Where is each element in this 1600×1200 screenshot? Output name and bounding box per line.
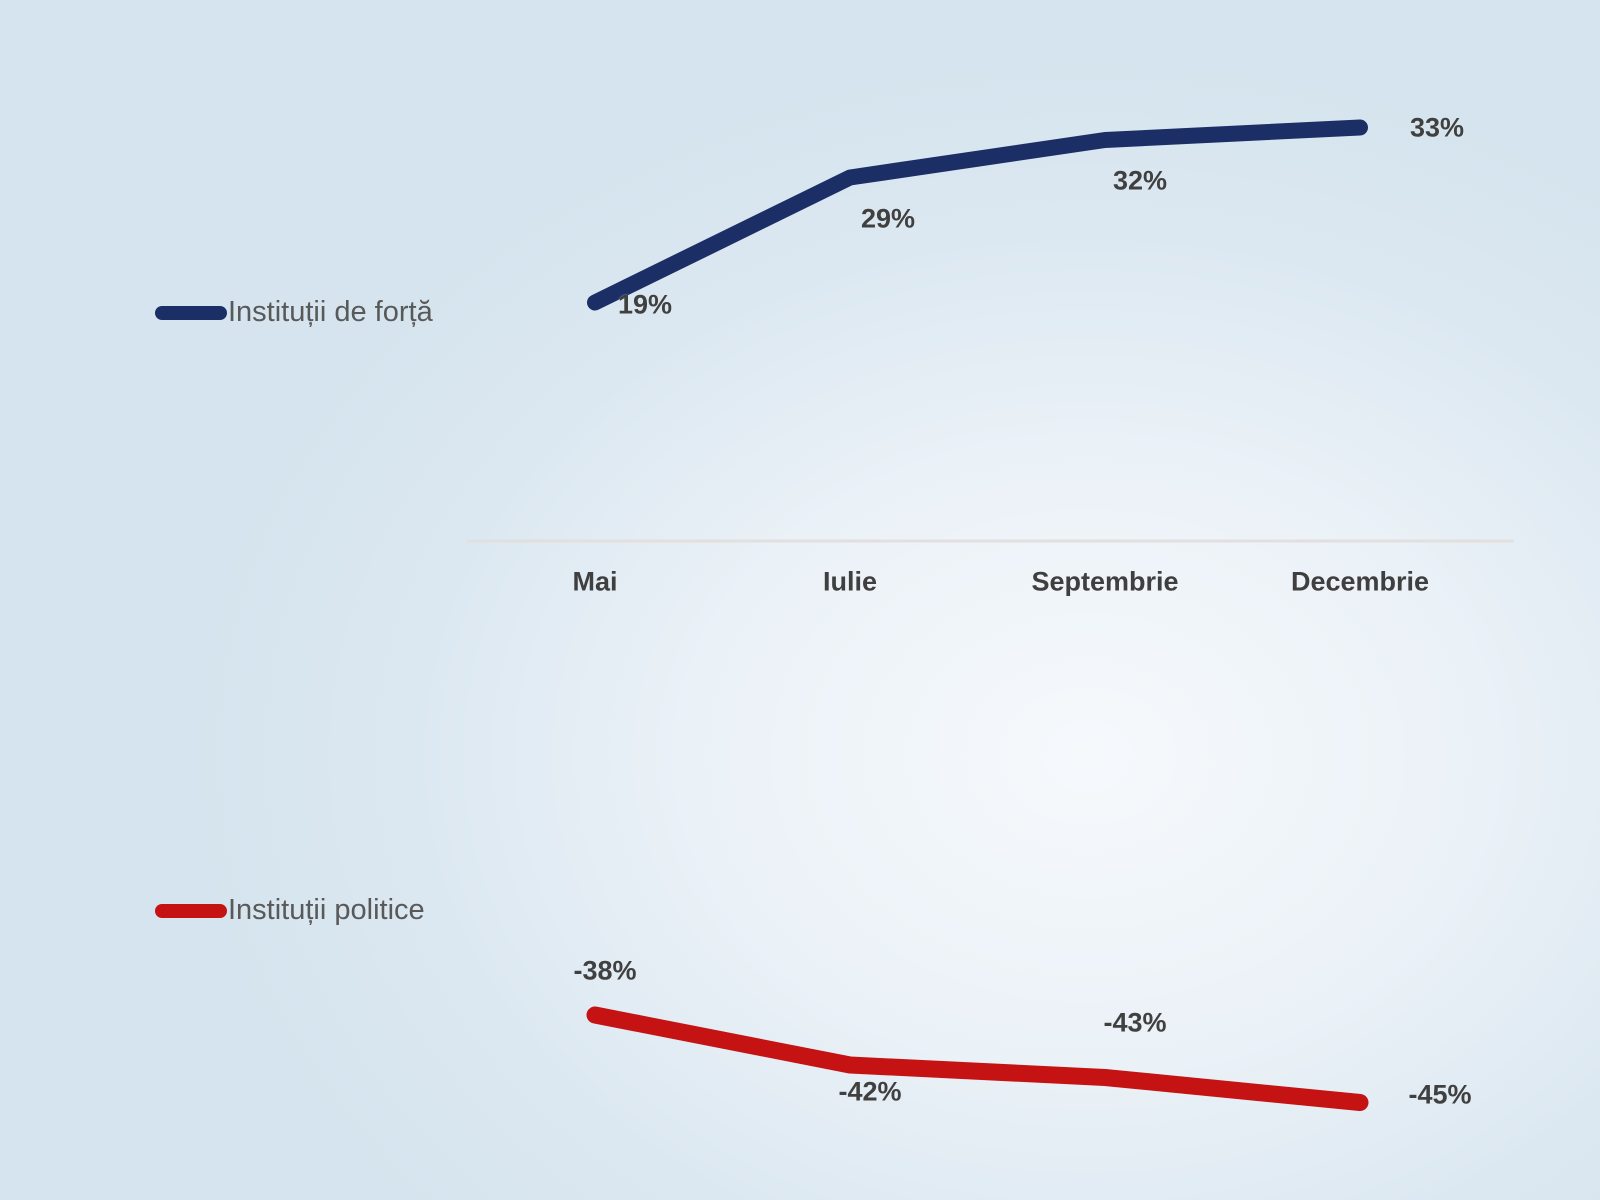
- data-label-series1-mai: -38%: [573, 955, 637, 986]
- data-label-series1-septembrie: -43%: [1103, 1007, 1167, 1037]
- legend-label: Instituții politice: [228, 894, 425, 926]
- x-axis-label-septembrie: Septembrie: [1031, 566, 1179, 597]
- x-axis-label-mai: Mai: [572, 566, 618, 597]
- data-label-series1-iulie: -42%: [838, 1076, 902, 1107]
- data-label-series0-mai: 19%: [617, 289, 673, 319]
- data-label-series0-decembrie: 33%: [1409, 112, 1465, 142]
- legend-item-institutii-politice: Instituții politice: [155, 894, 425, 927]
- data-label-series1-decembrie: -45%: [1408, 1079, 1472, 1109]
- legend-label: Instituții de forță: [228, 296, 433, 328]
- series-line-1: [586, 1006, 1369, 1111]
- legend-swatch-red-line-icon: [155, 903, 227, 918]
- data-label-series0-septembrie: 32%: [1112, 165, 1168, 196]
- x-axis-label-decembrie: Decembrie: [1290, 566, 1430, 597]
- data-label-series0-iulie: 29%: [860, 203, 916, 233]
- legend-item-institutii-de-forta: Instituții de forță: [155, 296, 433, 329]
- x-axis-label-iulie: Iulie: [822, 566, 878, 597]
- series-line-0: [587, 119, 1368, 311]
- legend-swatch-blue-line-icon: [155, 305, 227, 320]
